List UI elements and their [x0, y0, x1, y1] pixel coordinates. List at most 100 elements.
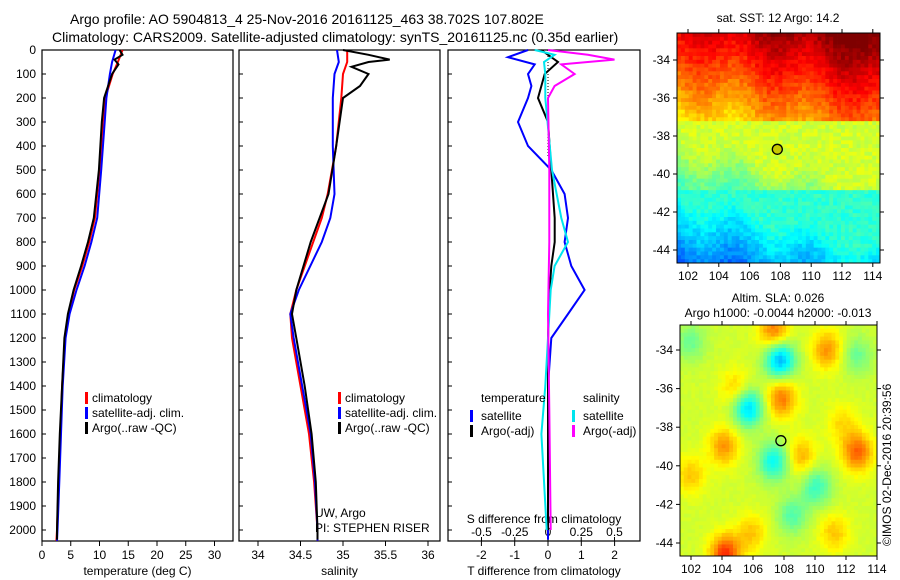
heatmap-cell — [789, 371, 795, 376]
heatmap-cell — [876, 240, 881, 245]
heatmap-cell — [691, 382, 696, 387]
heatmap-cell — [778, 382, 783, 387]
heatmap-cell — [714, 351, 719, 357]
heatmap-cell — [817, 52, 822, 57]
heatmap-cell — [809, 63, 815, 68]
heatmap-cell — [762, 36, 768, 42]
heatmap-cell — [762, 194, 768, 199]
heatmap-cell — [735, 182, 740, 187]
heatmap-cell — [808, 351, 813, 357]
heatmap-cell — [716, 44, 721, 49]
heatmap-cell — [868, 228, 873, 233]
heatmap-cell — [790, 167, 795, 172]
heatmap-cell — [696, 75, 701, 80]
heatmap-cell — [684, 44, 690, 49]
heatmap-cell — [708, 174, 713, 180]
heatmap-cell — [759, 394, 764, 399]
map-x-tick-label: 110 — [802, 269, 821, 283]
heatmap-cell — [856, 98, 861, 103]
heatmap-cell — [790, 194, 795, 199]
heatmap-cell — [747, 213, 752, 218]
heatmap-cell — [683, 351, 688, 357]
heatmap-cell — [821, 140, 826, 145]
heatmap-cell — [798, 255, 803, 260]
heatmap-cell — [684, 144, 690, 149]
heatmap-cell — [719, 220, 725, 226]
credit-text: ©IMOS 02-Dec-2016 20:39:56 — [880, 383, 894, 546]
heatmap-cell — [821, 52, 826, 57]
heatmap-cell — [827, 386, 832, 391]
heatmap-cell — [850, 355, 855, 361]
heatmap-cell — [751, 382, 757, 387]
heatmap-cell — [860, 113, 865, 118]
heatmap-cell — [770, 190, 775, 195]
heatmap-cell — [846, 344, 851, 349]
heatmap-cell — [721, 428, 726, 434]
heatmap-cell — [790, 59, 795, 65]
heatmap-cell — [808, 328, 813, 334]
heatmap-cell — [827, 440, 832, 445]
heatmap-cell — [798, 105, 803, 111]
heatmap-cell — [755, 344, 760, 349]
heatmap-cell — [876, 186, 881, 191]
heatmap-cell — [677, 174, 682, 180]
heatmap-cell — [740, 371, 745, 376]
heatmap-cell — [770, 402, 776, 407]
heatmap-cell — [805, 247, 811, 252]
heatmap-cell — [687, 394, 692, 399]
heatmap-cell — [789, 436, 795, 441]
heatmap-cell — [782, 382, 787, 387]
heatmap-cell — [716, 140, 721, 145]
heatmap-cell — [748, 332, 753, 337]
heatmap-cell — [712, 136, 717, 141]
heatmap-cell — [774, 197, 779, 203]
heatmap-cell — [725, 363, 730, 368]
heatmap-cell — [747, 209, 752, 214]
heatmap-cell — [786, 425, 791, 430]
y-tick-label: 1900 — [9, 499, 36, 513]
heatmap-cell — [793, 382, 798, 387]
heatmap-cell — [684, 140, 690, 145]
heatmap-cell — [820, 367, 825, 372]
heatmap-cell — [695, 351, 700, 357]
heatmap-cell — [850, 328, 855, 334]
heatmap-cell — [677, 236, 682, 241]
heatmap-cell — [758, 36, 764, 42]
heatmap-cell — [723, 190, 729, 195]
heatmap-cell — [840, 140, 846, 145]
heatmap-cell — [692, 217, 697, 222]
heatmap-cell — [677, 171, 682, 176]
heatmap-cell — [801, 109, 807, 114]
heatmap-cell — [739, 128, 744, 134]
heatmap-cell — [848, 128, 854, 134]
heatmap-cell — [708, 217, 713, 222]
heatmap-cell — [735, 36, 740, 42]
heatmap-cell — [712, 105, 717, 111]
heatmap-cell — [755, 390, 760, 395]
heatmap-cell — [778, 178, 783, 183]
heatmap-cell — [790, 240, 795, 245]
heatmap-cell — [758, 136, 764, 141]
heatmap-cell — [844, 243, 850, 249]
heatmap-cell — [833, 213, 838, 218]
heatmap-cell — [762, 33, 768, 38]
heatmap-cell — [695, 325, 700, 330]
heatmap-cell — [839, 444, 844, 449]
heatmap-cell — [696, 220, 701, 226]
heatmap-cell — [755, 186, 760, 191]
heatmap-cell — [793, 328, 798, 334]
heatmap-cell — [823, 351, 829, 357]
heatmap-cell — [739, 98, 744, 103]
heatmap-cell — [823, 444, 829, 449]
heatmap-cell — [747, 102, 752, 107]
heatmap-cell — [740, 336, 745, 341]
heatmap-cell — [759, 425, 764, 430]
heatmap-cell — [865, 413, 870, 418]
heatmap-cell — [755, 75, 760, 80]
heatmap-cell — [688, 159, 694, 164]
heatmap-cell — [801, 33, 807, 38]
heatmap-cell — [805, 398, 810, 403]
heatmap-cell — [708, 94, 713, 99]
legend-label: climatology — [92, 391, 152, 405]
heatmap-cell — [837, 86, 842, 91]
